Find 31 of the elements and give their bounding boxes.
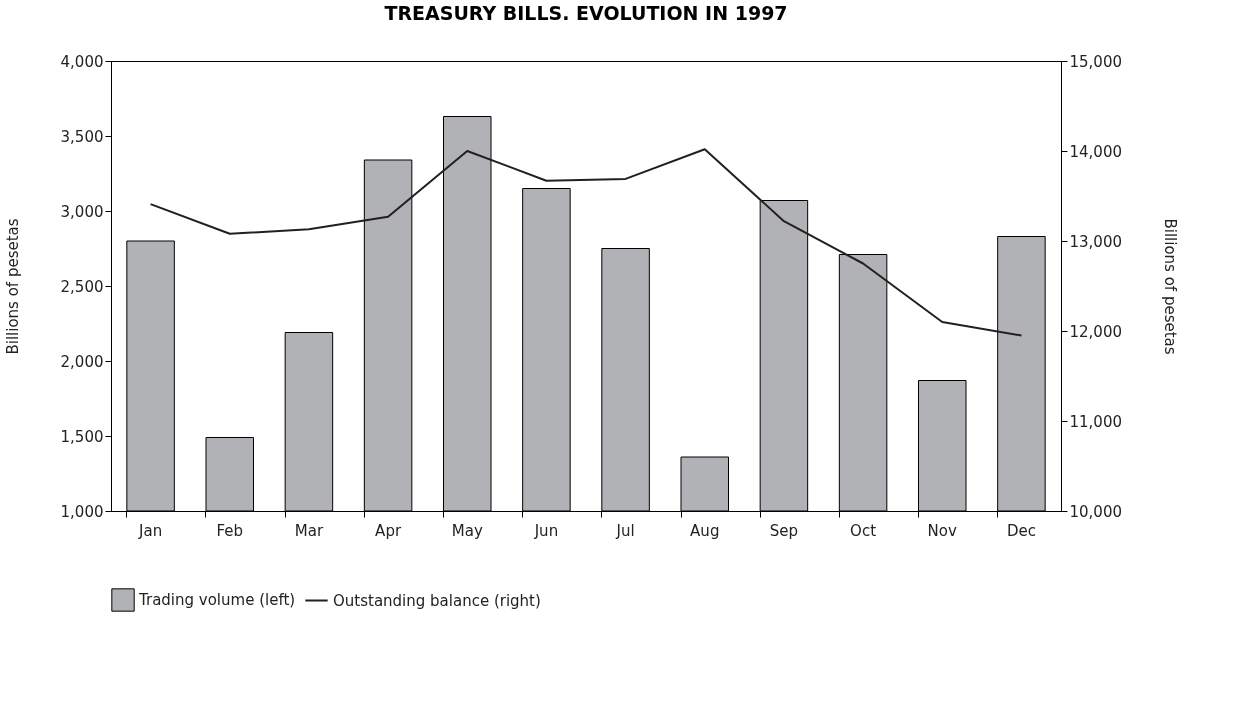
chart-title: TREASURY BILLS. EVOLUTION IN 1997: [384, 2, 788, 24]
x-tick-label: Dec: [1006, 521, 1036, 540]
y2-tick-label: 10,000: [1069, 502, 1122, 521]
y2-tick-label: 12,000: [1069, 322, 1122, 341]
y-tick-label: 1,000: [60, 502, 104, 521]
y-tick-label: 3,000: [60, 202, 104, 221]
x-tick-label: Aug: [690, 521, 720, 540]
x-tick-label: Nov: [927, 521, 958, 540]
x-tick-label: Apr: [375, 521, 402, 540]
y-tick-label: 1,500: [60, 427, 104, 446]
x-tick-label: Feb: [216, 521, 244, 540]
y2-axis-title: Billions of pesetas: [1160, 218, 1179, 355]
x-tick-label: May: [451, 521, 483, 540]
y-tick-label: 2,000: [60, 352, 104, 371]
legend-label: Outstanding balance (right): [333, 591, 541, 610]
x-tick-label: Oct: [850, 521, 877, 540]
y-tick-label: 4,000: [60, 52, 104, 71]
y2-tick-label: 13,000: [1069, 232, 1122, 251]
y-tick-label: 2,500: [60, 277, 104, 296]
x-tick-label: Jun: [533, 521, 559, 540]
line-series: [149, 148, 1023, 337]
y2-tick-label: 14,000: [1069, 142, 1122, 161]
x-tick-label: Sep: [769, 521, 799, 540]
x-tick-label: Mar: [294, 521, 324, 540]
x-tick-label: Jan: [138, 521, 163, 540]
x-tick-label: Jul: [615, 521, 635, 540]
y-axis-title: Billions of pesetas: [3, 218, 22, 355]
legend-label: Trading volume (left): [138, 591, 296, 609]
y2-tick-label: 15,000: [1069, 52, 1122, 71]
y-tick-label: 3,500: [60, 127, 104, 146]
y2-tick-label: 11,000: [1069, 412, 1122, 431]
